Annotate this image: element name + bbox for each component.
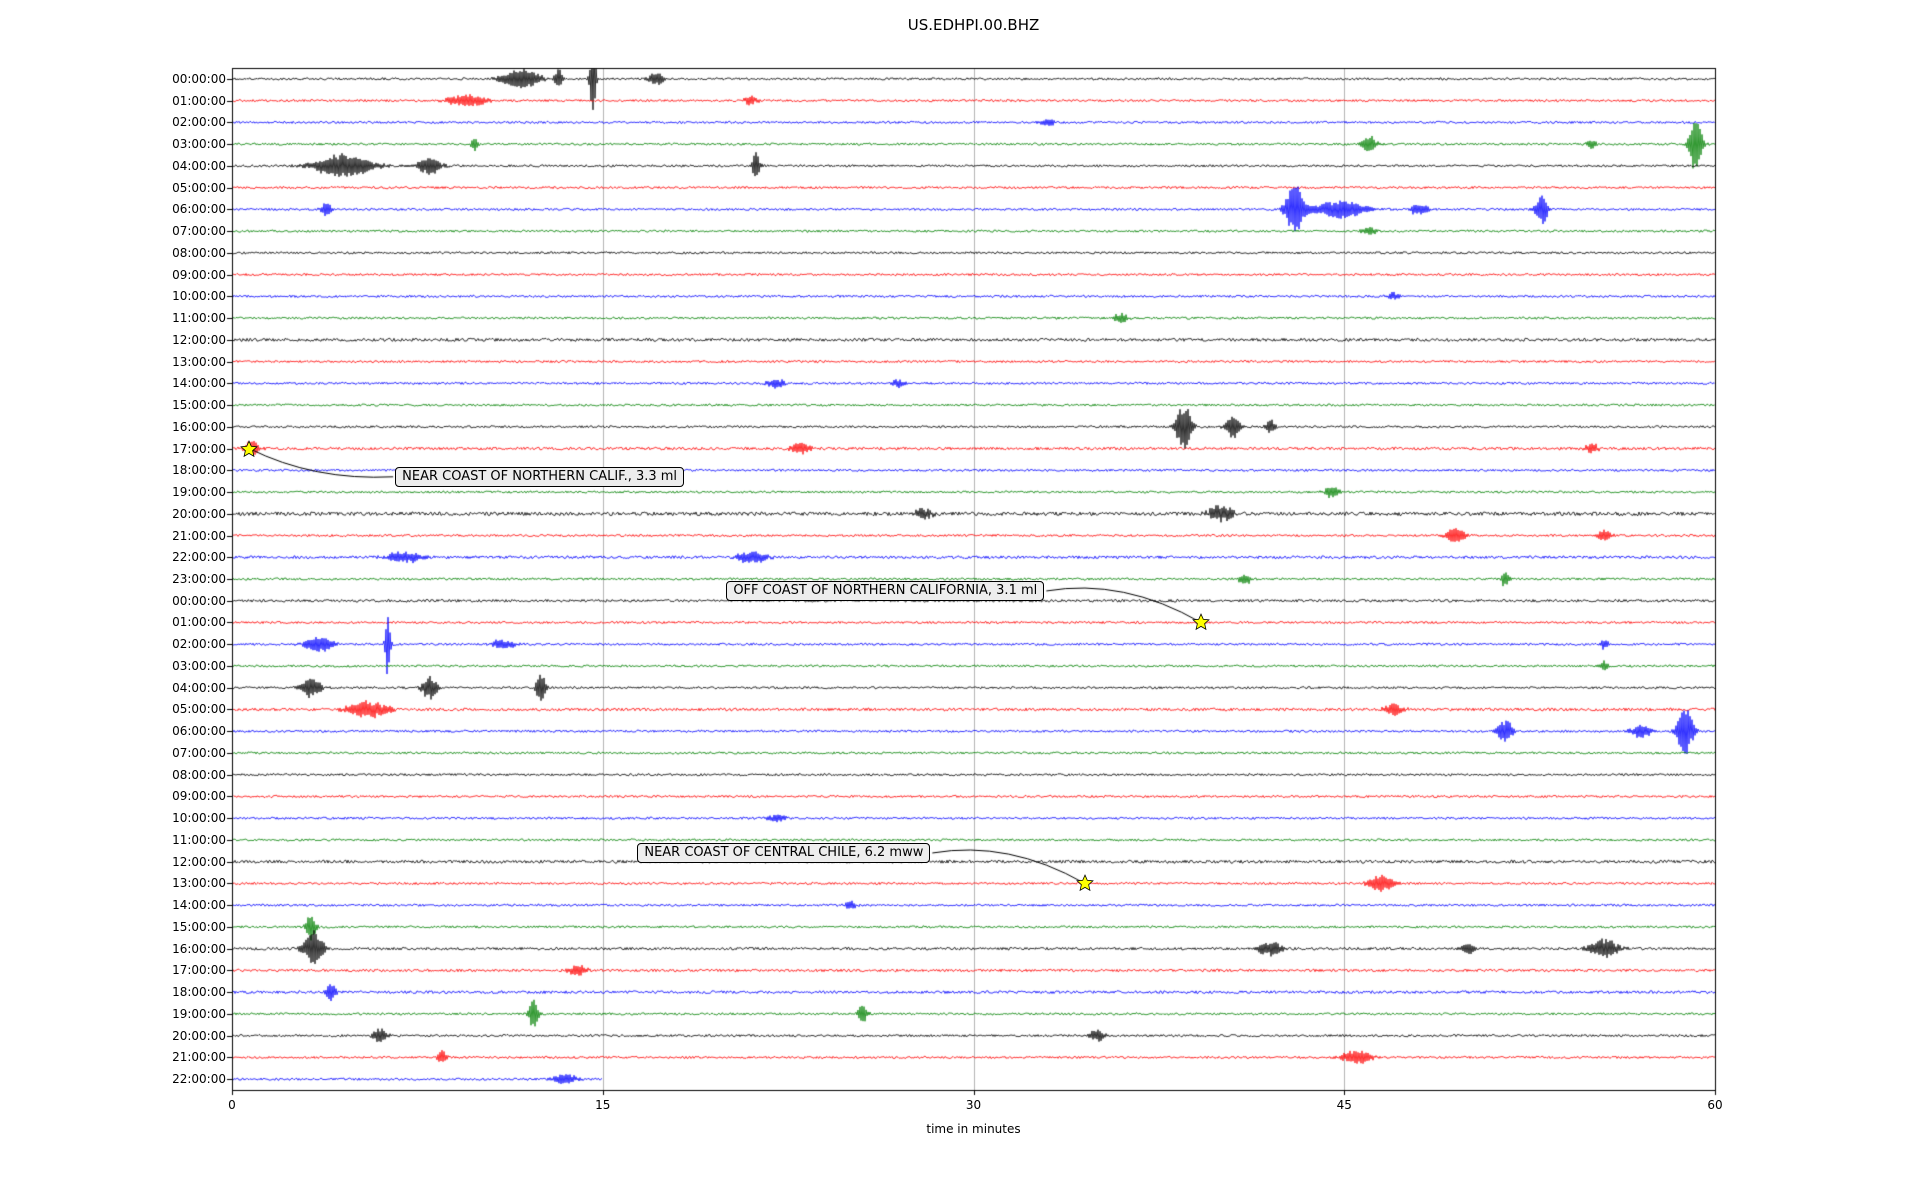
y-tick-label: 03:00:00	[172, 137, 226, 152]
y-tick-label: 08:00:00	[172, 767, 226, 782]
y-tick-label: 07:00:00	[172, 224, 226, 239]
y-tick-label: 01:00:00	[172, 93, 226, 108]
y-tick-label: 10:00:00	[172, 289, 226, 304]
y-tick-label: 19:00:00	[172, 485, 226, 500]
y-tick-label: 01:00:00	[172, 615, 226, 630]
x-axis-label: time in minutes	[926, 1122, 1021, 1136]
x-tick-label: 45	[1336, 1098, 1352, 1112]
y-tick-label: 06:00:00	[172, 202, 226, 217]
y-tick-label: 00:00:00	[172, 593, 226, 608]
y-tick-label: 20:00:00	[172, 1028, 226, 1043]
event-annotation-off-coast-northern-california: OFF COAST OF NORTHERN CALIFORNIA, 3.1 ml	[726, 580, 1045, 601]
y-tick-label: 05:00:00	[172, 180, 226, 195]
y-tick-label: 04:00:00	[172, 158, 226, 173]
y-tick-label: 11:00:00	[172, 832, 226, 847]
x-tick-label: 30	[965, 1098, 982, 1112]
y-tick-label: 10:00:00	[172, 811, 226, 826]
y-tick-label: 12:00:00	[172, 854, 226, 869]
y-tick-label: 14:00:00	[172, 376, 226, 391]
y-tick-label: 17:00:00	[172, 963, 226, 978]
event-star-icon	[1075, 874, 1094, 892]
event-annotation-northern-calif: NEAR COAST OF NORTHERN CALIF., 3.3 ml	[395, 466, 685, 487]
y-tick-label: 09:00:00	[172, 267, 226, 282]
y-tick-label: 08:00:00	[172, 245, 226, 260]
chart-title: US.EDHPI.00.BHZ	[907, 16, 1040, 34]
y-tick-label: 18:00:00	[172, 985, 226, 1000]
x-tick-label: 0	[228, 1098, 236, 1112]
y-tick-label: 14:00:00	[172, 898, 226, 913]
y-tick-label: 11:00:00	[172, 311, 226, 326]
y-tick-label: 22:00:00	[172, 550, 226, 565]
event-star-icon	[240, 439, 259, 457]
y-tick-label: 13:00:00	[172, 354, 226, 369]
y-tick-label: 12:00:00	[172, 332, 226, 347]
y-tick-label: 00:00:00	[172, 71, 226, 86]
x-tick-label: 15	[595, 1098, 611, 1112]
y-tick-label: 09:00:00	[172, 789, 226, 804]
y-tick-label: 19:00:00	[172, 1006, 226, 1021]
y-tick-label: 17:00:00	[172, 441, 226, 456]
event-annotation-central-chile: NEAR COAST OF CENTRAL CHILE, 6.2 mww	[637, 842, 931, 863]
y-tick-label: 05:00:00	[172, 702, 226, 717]
y-tick-label: 21:00:00	[172, 528, 226, 543]
y-tick-label: 02:00:00	[172, 115, 226, 130]
x-tick-label: 60	[1707, 1098, 1723, 1112]
y-tick-label: 23:00:00	[172, 572, 226, 586]
y-tick-label: 21:00:00	[172, 1050, 226, 1065]
y-tick-label: 18:00:00	[172, 463, 226, 478]
y-tick-label: 13:00:00	[172, 876, 226, 891]
y-tick-label: 04:00:00	[172, 680, 226, 695]
y-tick-label: 20:00:00	[172, 506, 226, 521]
y-tick-label: 03:00:00	[172, 658, 226, 673]
event-star-icon	[1192, 613, 1210, 631]
y-tick-label: 15:00:00	[172, 398, 226, 413]
y-tick-label: 02:00:00	[172, 637, 226, 652]
y-tick-label: 06:00:00	[172, 724, 226, 739]
y-tick-label: 15:00:00	[172, 919, 226, 934]
y-tick-label: 07:00:00	[172, 745, 226, 760]
y-tick-label: 16:00:00	[172, 941, 226, 956]
y-tick-label: 16:00:00	[172, 419, 226, 434]
y-tick-label: 22:00:00	[172, 1072, 226, 1087]
